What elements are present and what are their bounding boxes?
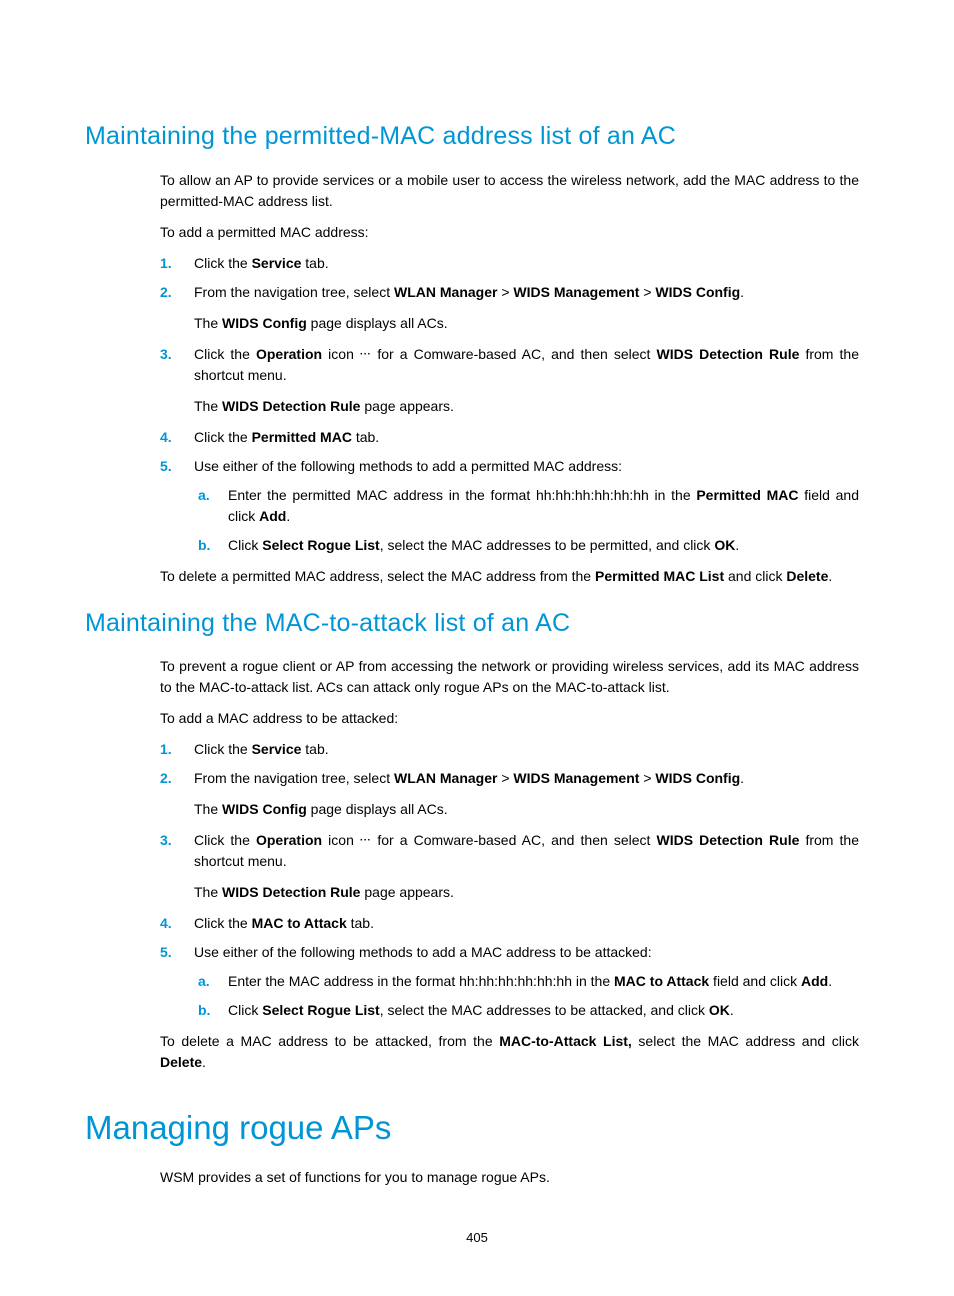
step-text: Click the Service tab. — [194, 255, 329, 271]
step-after: The WIDS Config page displays all ACs. — [194, 799, 859, 820]
sub-a: a. Enter the MAC address in the format h… — [198, 971, 859, 992]
sub-letter: b. — [198, 1000, 210, 1021]
outro-text: To delete a permitted MAC address, selec… — [160, 566, 859, 587]
section-body-permitted-mac: To allow an AP to provide services or a … — [160, 170, 859, 587]
sub-b: b. Click Select Rogue List, select the M… — [198, 1000, 859, 1021]
step-text: Click the Operation icon ∙∙∙ for a Comwa… — [194, 832, 859, 869]
step-num: 4. — [160, 913, 172, 934]
steps-list: 1. Click the Service tab. 2. From the na… — [160, 253, 859, 556]
operation-icon: ∙∙∙ — [360, 833, 371, 848]
step-num: 3. — [160, 830, 172, 851]
step-text: Click the MAC to Attack tab. — [194, 915, 374, 931]
sub-text: Enter the MAC address in the format hh:h… — [228, 973, 832, 989]
step-5: 5. Use either of the following methods t… — [160, 942, 859, 1021]
step-after: The WIDS Config page displays all ACs. — [194, 313, 859, 334]
step-4: 4. Click the Permitted MAC tab. — [160, 427, 859, 448]
step-4: 4. Click the MAC to Attack tab. — [160, 913, 859, 934]
step-1: 1. Click the Service tab. — [160, 253, 859, 274]
sub-b: b. Click Select Rogue List, select the M… — [198, 535, 859, 556]
steps-list: 1. Click the Service tab. 2. From the na… — [160, 739, 859, 1021]
step-text: Use either of the following methods to a… — [194, 944, 652, 960]
step-text: Click the Permitted MAC tab. — [194, 429, 379, 445]
section-body-mac-to-attack: To prevent a rogue client or AP from acc… — [160, 656, 859, 1073]
step-num: 1. — [160, 739, 172, 760]
step-num: 2. — [160, 768, 172, 789]
step-num: 3. — [160, 344, 172, 365]
sub-list: a. Enter the MAC address in the format h… — [194, 971, 859, 1021]
step-text: Use either of the following methods to a… — [194, 458, 622, 474]
sub-text: Click Select Rogue List, select the MAC … — [228, 1002, 734, 1018]
operation-icon: ∙∙∙ — [360, 347, 371, 362]
sub-letter: b. — [198, 535, 210, 556]
step-5: 5. Use either of the following methods t… — [160, 456, 859, 556]
step-num: 1. — [160, 253, 172, 274]
lead-text: To add a permitted MAC address: — [160, 222, 859, 243]
step-3: 3. Click the Operation icon ∙∙∙ for a Co… — [160, 344, 859, 417]
step-3: 3. Click the Operation icon ∙∙∙ for a Co… — [160, 830, 859, 903]
page-number: 405 — [85, 1228, 869, 1248]
sub-a: a. Enter the permitted MAC address in th… — [198, 485, 859, 527]
intro-text: WSM provides a set of functions for you … — [160, 1167, 859, 1188]
step-num: 2. — [160, 282, 172, 303]
step-2: 2. From the navigation tree, select WLAN… — [160, 768, 859, 820]
intro-text: To allow an AP to provide services or a … — [160, 170, 859, 212]
section-body-rogue-aps: WSM provides a set of functions for you … — [160, 1167, 859, 1188]
step-2: 2. From the navigation tree, select WLAN… — [160, 282, 859, 334]
section-heading-permitted-mac: Maintaining the permitted-MAC address li… — [85, 118, 869, 156]
step-num: 5. — [160, 456, 172, 477]
sub-list: a. Enter the permitted MAC address in th… — [194, 485, 859, 556]
step-num: 4. — [160, 427, 172, 448]
sub-letter: a. — [198, 971, 210, 992]
step-after: The WIDS Detection Rule page appears. — [194, 882, 859, 903]
outro-text: To delete a MAC address to be attacked, … — [160, 1031, 859, 1073]
step-num: 5. — [160, 942, 172, 963]
section-heading-mac-to-attack: Maintaining the MAC-to-attack list of an… — [85, 605, 869, 643]
step-after: The WIDS Detection Rule page appears. — [194, 396, 859, 417]
step-text: From the navigation tree, select WLAN Ma… — [194, 770, 744, 786]
major-heading-managing-rogue-aps: Managing rogue APs — [85, 1103, 869, 1153]
step-1: 1. Click the Service tab. — [160, 739, 859, 760]
intro-text: To prevent a rogue client or AP from acc… — [160, 656, 859, 698]
sub-text: Click Select Rogue List, select the MAC … — [228, 537, 739, 553]
sub-text: Enter the permitted MAC address in the f… — [228, 487, 859, 524]
step-text: Click the Operation icon ∙∙∙ for a Comwa… — [194, 346, 859, 383]
lead-text: To add a MAC address to be attacked: — [160, 708, 859, 729]
step-text: From the navigation tree, select WLAN Ma… — [194, 284, 744, 300]
step-text: Click the Service tab. — [194, 741, 329, 757]
sub-letter: a. — [198, 485, 210, 506]
